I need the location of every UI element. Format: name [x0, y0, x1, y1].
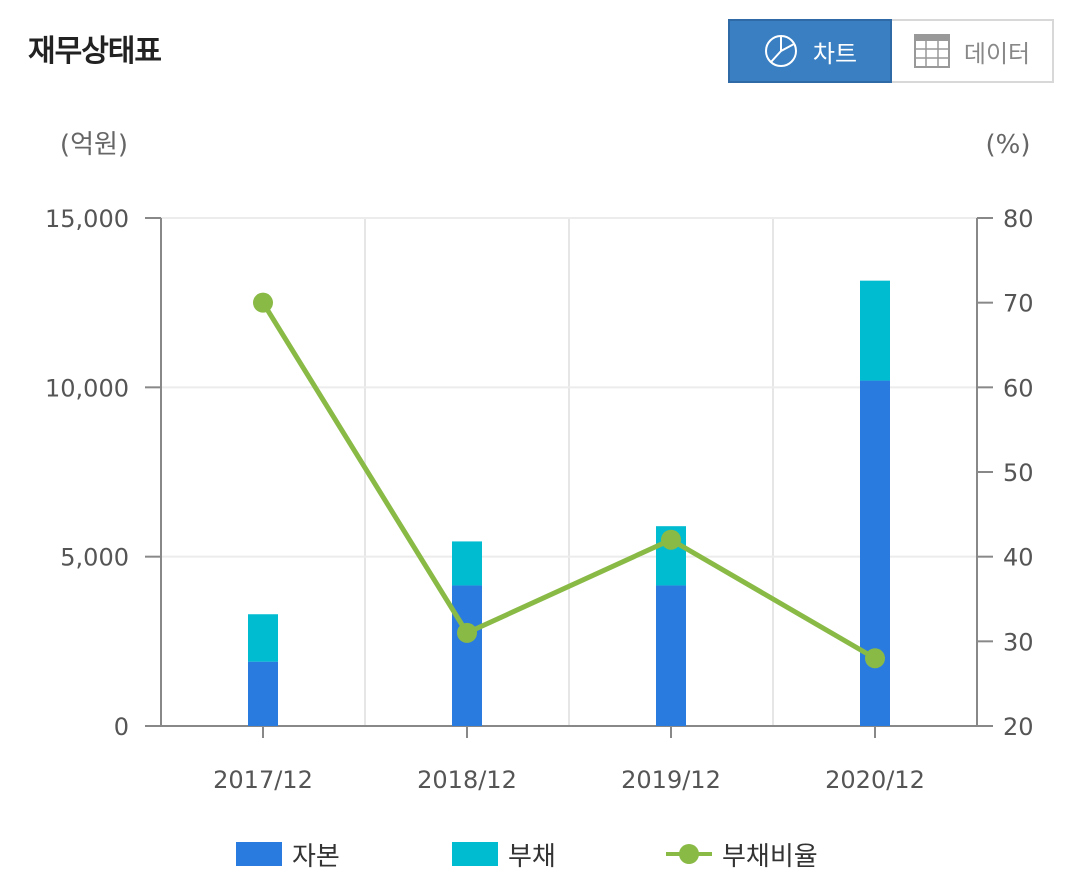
grid-lines: [161, 217, 977, 727]
right-tick-label: 50: [1003, 459, 1034, 487]
x-tick-label: 2019/12: [621, 766, 721, 794]
left-tick-label: 0: [114, 713, 129, 741]
chart-view-button[interactable]: 차트: [728, 19, 892, 83]
data-view-button[interactable]: 데이터: [892, 19, 1054, 83]
legend-label-debt-ratio: 부채비율: [722, 841, 818, 872]
legend-swatch-debt-ratio: [666, 842, 712, 866]
left-tick-label: 10,000: [45, 374, 129, 402]
right-tick-label: 20: [1003, 713, 1034, 741]
x-tick-label: 2020/12: [825, 766, 925, 794]
right-axis-unit: (%): [986, 130, 1031, 160]
right-tick-label: 30: [1003, 628, 1034, 656]
debt-ratio-chart: (억원) (%) 0 5,000 10,000 15,000 20 30 40 50 60 70 8…: [45, 130, 1034, 794]
data-view-label: 데이터: [963, 39, 1031, 68]
bar-liabilities: [452, 541, 482, 586]
left-tick-label: 15,000: [45, 205, 129, 233]
left-axis-unit: (억원): [60, 130, 128, 160]
bar-equity: [860, 380, 890, 726]
debt-ratio-point: [253, 292, 273, 313]
legend: 자본 부채 부채비율: [0, 832, 1080, 876]
right-tick-label: 80: [1003, 205, 1034, 233]
legend-item-equity[interactable]: 자본: [236, 832, 340, 876]
x-tick-label: 2018/12: [417, 766, 517, 794]
legend-label-liabilities: 부채: [508, 841, 556, 872]
bar-equity: [248, 661, 278, 726]
bars: [248, 280, 890, 726]
legend-item-debt-ratio[interactable]: 부채비율: [666, 832, 818, 876]
bar-equity: [452, 585, 482, 726]
axes: [145, 217, 993, 738]
x-tick-label: 2017/12: [213, 766, 313, 794]
tick-labels: 0 5,000 10,000 15,000 20 30 40 50 60 70 80 2017/12 2…: [45, 205, 1034, 794]
debt-ratio-point: [457, 622, 477, 643]
debt-ratio-point: [865, 648, 885, 669]
debt-ratio-polyline: [260, 301, 877, 661]
pie-chart-icon: [763, 33, 799, 69]
legend-label-equity: 자본: [292, 841, 340, 872]
legend-swatch-equity: [236, 842, 282, 866]
debt-ratio-line: [253, 292, 885, 669]
table-icon: [913, 34, 950, 68]
right-tick-label: 70: [1003, 290, 1034, 318]
page-title: 재무상태표: [28, 34, 162, 69]
bar-liabilities: [860, 280, 890, 381]
bar-liabilities: [248, 614, 278, 662]
bar-equity: [656, 585, 686, 726]
debt-ratio-point: [661, 529, 681, 550]
legend-swatch-liabilities: [452, 842, 498, 866]
right-tick-label: 40: [1003, 544, 1034, 572]
legend-item-liabilities[interactable]: 부채: [452, 832, 556, 876]
chart-view-label: 차트: [812, 39, 858, 68]
right-tick-label: 60: [1003, 374, 1034, 402]
view-toggle: 차트 데이터: [728, 19, 1054, 83]
left-tick-label: 5,000: [60, 544, 129, 572]
